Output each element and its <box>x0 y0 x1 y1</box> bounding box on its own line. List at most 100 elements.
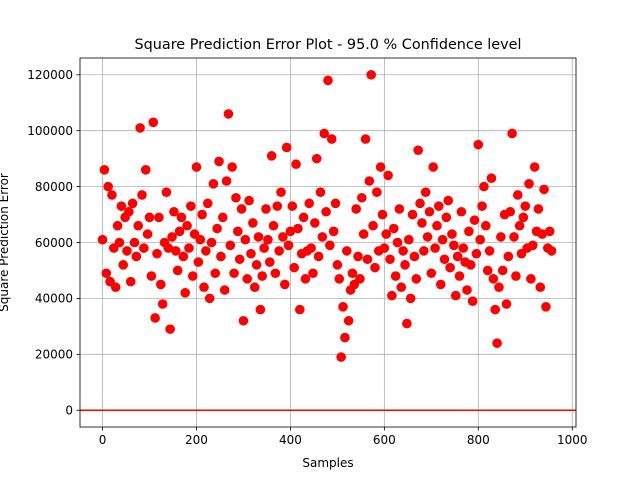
data-point <box>528 241 538 251</box>
data-point <box>257 271 267 281</box>
data-point <box>443 196 453 206</box>
data-point <box>184 243 194 253</box>
data-point <box>128 199 138 209</box>
data-point <box>162 187 172 197</box>
data-point <box>197 210 207 220</box>
chart-title: Square Prediction Error Plot - 95.0 % Co… <box>135 37 522 53</box>
data-point <box>224 109 234 119</box>
data-point <box>413 145 423 155</box>
data-point <box>227 162 237 172</box>
data-point <box>98 235 108 245</box>
data-point <box>370 263 380 273</box>
data-point <box>451 291 461 301</box>
data-point <box>100 165 110 175</box>
data-point <box>325 241 335 251</box>
data-point <box>404 235 414 245</box>
data-point <box>520 201 530 211</box>
data-point <box>489 274 499 284</box>
data-point <box>237 204 247 214</box>
data-point <box>321 207 331 217</box>
data-point <box>428 162 438 172</box>
data-point <box>340 333 350 343</box>
data-point <box>173 266 183 276</box>
data-point <box>154 213 164 223</box>
data-point <box>468 296 478 306</box>
data-point <box>334 274 344 284</box>
data-point <box>244 196 254 206</box>
data-point <box>509 232 519 242</box>
data-point <box>280 280 290 290</box>
y-axis-label: Square Prediction Error <box>0 173 11 312</box>
data-point <box>408 210 418 220</box>
data-point <box>107 190 117 200</box>
data-point <box>242 274 252 284</box>
data-point <box>507 129 517 139</box>
data-point <box>203 199 213 209</box>
data-point <box>494 282 504 292</box>
data-point <box>513 190 523 200</box>
x-tick-label: 0 <box>99 433 107 447</box>
data-point <box>239 316 249 326</box>
data-point <box>145 213 155 223</box>
data-point <box>398 246 408 256</box>
data-point <box>511 271 521 281</box>
data-point <box>143 229 153 239</box>
data-point <box>361 134 371 144</box>
data-point <box>192 162 202 172</box>
data-point <box>485 246 495 256</box>
data-point <box>342 246 352 256</box>
data-point <box>274 246 284 256</box>
data-point <box>483 266 493 276</box>
data-point <box>113 221 123 231</box>
data-point <box>457 207 467 217</box>
y-tick-label: 80000 <box>35 180 73 194</box>
data-point <box>150 313 160 323</box>
data-point <box>282 143 292 153</box>
data-point <box>115 238 125 248</box>
data-point <box>472 249 482 259</box>
data-point <box>246 249 256 259</box>
data-point <box>201 246 211 256</box>
data-point <box>387 291 397 301</box>
data-point <box>395 204 405 214</box>
data-point <box>314 252 324 262</box>
data-point <box>267 151 277 161</box>
data-point <box>524 179 534 189</box>
data-point <box>226 241 236 251</box>
data-point <box>124 207 134 217</box>
data-point <box>122 246 132 256</box>
data-point <box>132 252 142 262</box>
data-point <box>490 305 500 315</box>
data-point <box>148 118 158 128</box>
data-point <box>212 224 222 234</box>
data-point <box>310 218 320 228</box>
data-point <box>515 221 525 231</box>
data-point <box>466 260 476 270</box>
data-point <box>199 282 209 292</box>
data-point <box>417 218 427 228</box>
data-point <box>519 213 529 223</box>
data-point <box>284 241 294 251</box>
data-point <box>363 254 373 264</box>
data-point <box>231 193 241 203</box>
data-point <box>316 187 326 197</box>
data-point <box>229 268 239 278</box>
data-point <box>216 252 226 262</box>
data-point <box>158 299 168 309</box>
data-point <box>218 213 228 223</box>
data-point <box>338 302 348 312</box>
data-point <box>295 305 305 315</box>
data-point <box>156 280 166 290</box>
data-point <box>344 316 354 326</box>
data-point <box>111 282 121 292</box>
data-point <box>372 187 382 197</box>
data-point <box>139 243 149 253</box>
data-point <box>430 243 440 253</box>
data-point <box>210 268 220 278</box>
y-tick-label: 20000 <box>35 348 73 362</box>
data-point <box>545 227 555 237</box>
data-point <box>438 235 448 245</box>
data-point <box>427 268 437 278</box>
data-point <box>241 235 251 245</box>
